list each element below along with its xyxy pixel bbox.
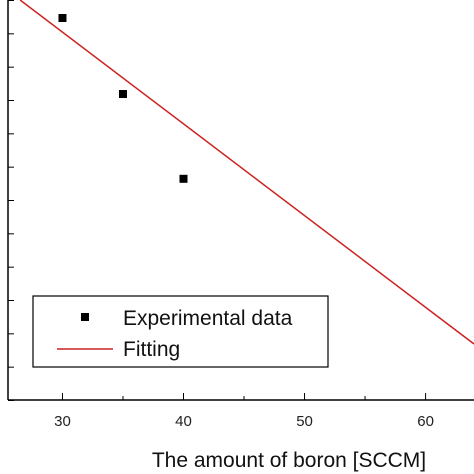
x-tick-label: 50 xyxy=(296,413,313,430)
fitting-line xyxy=(19,0,474,345)
x-tick-label: 30 xyxy=(54,413,71,430)
axes: 30 40 50 60 xyxy=(7,0,474,430)
x-axis-label: The amount of boron [SCCM] xyxy=(152,449,426,472)
data-point xyxy=(118,90,127,98)
data-point xyxy=(179,174,188,183)
legend: Experimental data Fitting xyxy=(32,295,329,368)
legend-label-experimental: Experimental data xyxy=(123,307,293,330)
x-tick-label: 60 xyxy=(417,413,434,430)
x-tick-label: 40 xyxy=(175,413,192,430)
legend-marker-experimental xyxy=(81,313,89,321)
legend-box xyxy=(32,295,329,368)
data-point xyxy=(58,14,67,22)
plot-area xyxy=(19,0,474,345)
legend-label-fitting: Fitting xyxy=(123,338,180,361)
